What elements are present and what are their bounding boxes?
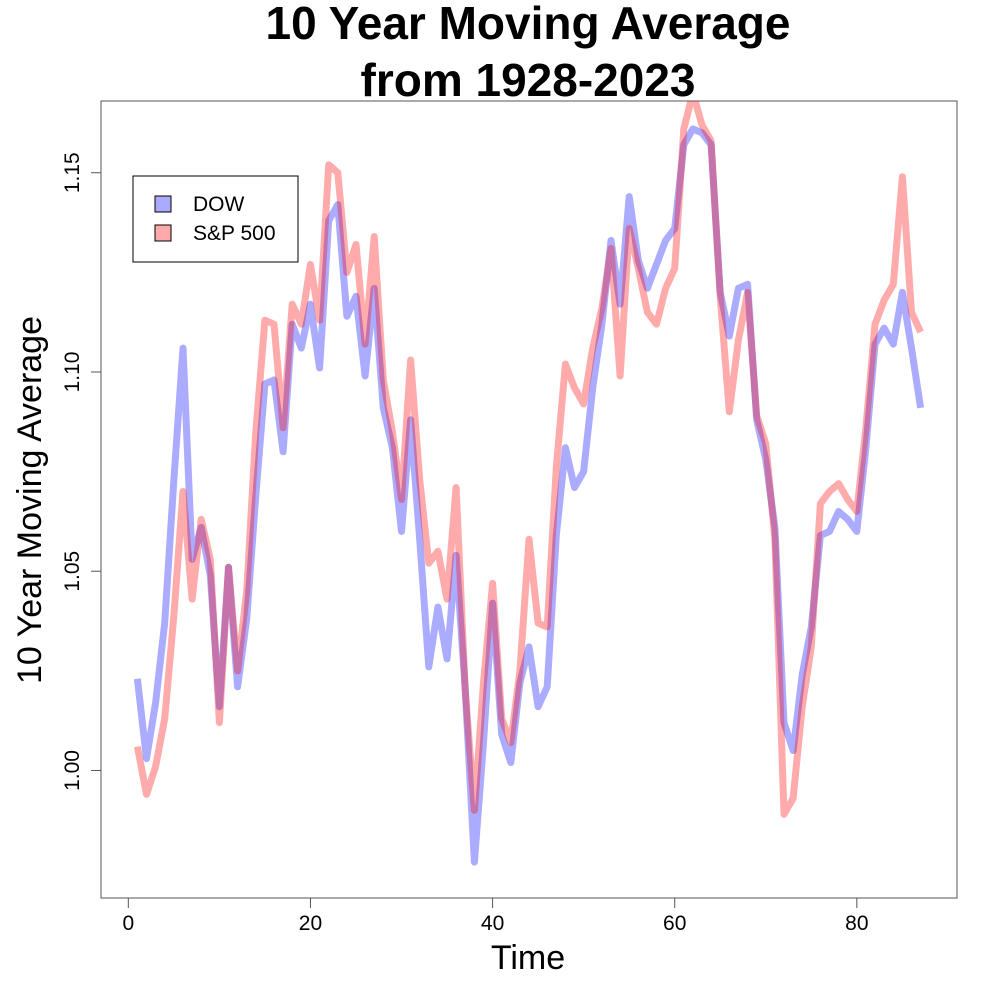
x-tick-label: 40 xyxy=(481,912,504,935)
x-axis: 0 20 40 60 80 xyxy=(122,897,869,935)
y-axis-label: 10 Year Moving Average xyxy=(11,316,49,684)
x-axis-label: Time xyxy=(491,939,565,977)
y-tick-label: 1.15 xyxy=(61,152,84,193)
series-lines xyxy=(133,101,925,866)
x-tick-label: 20 xyxy=(299,912,322,935)
legend-swatch-dow xyxy=(154,195,172,213)
chart-title-line-2: from 1928-2023 xyxy=(361,54,696,106)
y-tick-label: 1.10 xyxy=(61,352,84,393)
series-line-dow xyxy=(133,125,925,866)
y-tick-label: 1.00 xyxy=(61,750,84,791)
y-axis: 1.00 1.05 1.10 1.15 xyxy=(61,152,102,791)
chart-title-line-1: 10 Year Moving Average xyxy=(265,0,790,49)
x-tick-label: 0 xyxy=(122,912,134,935)
x-tick-label: 60 xyxy=(663,912,686,935)
legend: DOW S&P 500 xyxy=(132,175,299,263)
legend-box xyxy=(132,175,299,263)
legend-label-sp500: S&P 500 xyxy=(193,222,276,245)
series-line-sp500 xyxy=(133,101,924,818)
y-tick-label: 1.05 xyxy=(61,551,84,592)
legend-label-dow: DOW xyxy=(193,193,245,216)
x-tick-label: 80 xyxy=(845,912,868,935)
legend-swatch-sp500 xyxy=(154,224,172,242)
